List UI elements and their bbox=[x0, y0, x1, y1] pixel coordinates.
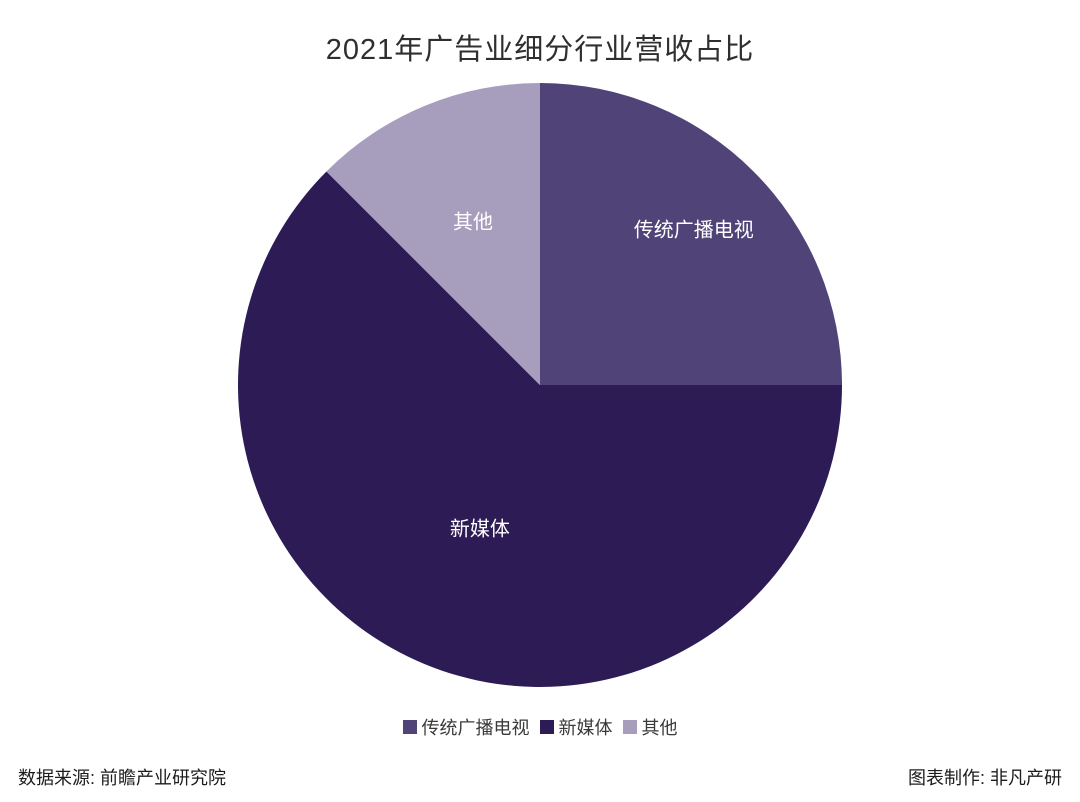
legend-label: 传统广播电视 bbox=[421, 718, 530, 738]
legend-item: 传统广播电视 bbox=[402, 714, 530, 740]
legend-swatch-icon bbox=[539, 720, 554, 734]
legend-label: 其他 bbox=[641, 718, 678, 738]
pie-slice-1 bbox=[540, 83, 842, 385]
legend-swatch-icon bbox=[622, 720, 637, 734]
pie-slice-label: 新媒体 bbox=[450, 517, 510, 540]
pie-slice-3 bbox=[326, 83, 540, 385]
chart-title: 2021年广告业细分行业营收占比 bbox=[325, 34, 755, 66]
legend-label: 新媒体 bbox=[558, 718, 613, 738]
legend-swatch-icon bbox=[402, 720, 417, 734]
legend: 传统广播电视 新媒体 其他 bbox=[0, 714, 1080, 740]
chart-credit-text: 图表制作: 非凡产研 bbox=[907, 768, 1062, 788]
legend-item: 新媒体 bbox=[539, 714, 613, 740]
pie-slice-label: 其他 bbox=[453, 210, 493, 233]
data-source-text: 数据来源: 前瞻产业研究院 bbox=[18, 768, 227, 788]
pie-slice-label: 传统广播电视 bbox=[634, 219, 754, 242]
pie-slice-2 bbox=[238, 171, 842, 687]
footer: 数据来源: 前瞻产业研究院 图表制作: 非凡产研 bbox=[0, 764, 1080, 790]
legend-item: 其他 bbox=[622, 714, 678, 740]
